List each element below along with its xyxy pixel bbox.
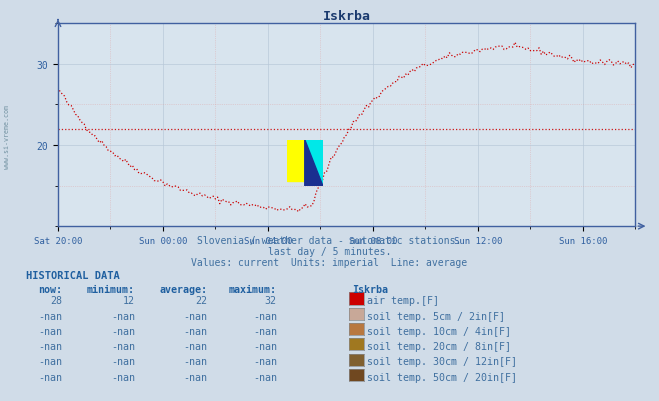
Text: -nan: -nan (39, 356, 63, 367)
Text: air temp.[F]: air temp.[F] (367, 296, 439, 306)
Polygon shape (304, 140, 323, 186)
Text: 28: 28 (51, 296, 63, 306)
Text: Iskrba: Iskrba (353, 284, 389, 294)
Text: 22: 22 (196, 296, 208, 306)
Text: -nan: -nan (253, 341, 277, 351)
Text: HISTORICAL DATA: HISTORICAL DATA (26, 271, 120, 281)
Text: -nan: -nan (253, 372, 277, 382)
Text: soil temp. 20cm / 8in[F]: soil temp. 20cm / 8in[F] (367, 341, 511, 351)
Bar (287, 140, 306, 182)
Text: -nan: -nan (253, 326, 277, 336)
Text: -nan: -nan (39, 372, 63, 382)
Text: -nan: -nan (111, 356, 135, 367)
Text: -nan: -nan (184, 356, 208, 367)
Text: -nan: -nan (39, 326, 63, 336)
Text: -nan: -nan (39, 311, 63, 321)
Text: soil temp. 5cm / 2in[F]: soil temp. 5cm / 2in[F] (367, 311, 505, 321)
Text: soil temp. 30cm / 12in[F]: soil temp. 30cm / 12in[F] (367, 356, 517, 367)
Text: 32: 32 (265, 296, 277, 306)
Title: Iskrba: Iskrba (323, 10, 370, 23)
Text: -nan: -nan (39, 341, 63, 351)
Text: -nan: -nan (184, 311, 208, 321)
Text: now:: now: (39, 284, 63, 294)
Text: average:: average: (159, 284, 208, 294)
Text: -nan: -nan (184, 326, 208, 336)
Text: www.si-vreme.com: www.si-vreme.com (3, 104, 10, 168)
Text: soil temp. 50cm / 20in[F]: soil temp. 50cm / 20in[F] (367, 372, 517, 382)
Text: minimum:: minimum: (87, 284, 135, 294)
Text: -nan: -nan (184, 341, 208, 351)
Text: -nan: -nan (111, 372, 135, 382)
Text: maximum:: maximum: (229, 284, 277, 294)
Text: -nan: -nan (253, 356, 277, 367)
Text: 12: 12 (123, 296, 135, 306)
Text: -nan: -nan (253, 311, 277, 321)
Text: last day / 5 minutes.: last day / 5 minutes. (268, 247, 391, 257)
Text: Slovenia / weather data - automatic stations.: Slovenia / weather data - automatic stat… (197, 236, 462, 246)
Text: -nan: -nan (184, 372, 208, 382)
Text: -nan: -nan (111, 341, 135, 351)
Text: -nan: -nan (111, 311, 135, 321)
Text: Values: current  Units: imperial  Line: average: Values: current Units: imperial Line: av… (191, 257, 468, 267)
Text: -nan: -nan (111, 326, 135, 336)
Polygon shape (304, 140, 323, 186)
Text: soil temp. 10cm / 4in[F]: soil temp. 10cm / 4in[F] (367, 326, 511, 336)
